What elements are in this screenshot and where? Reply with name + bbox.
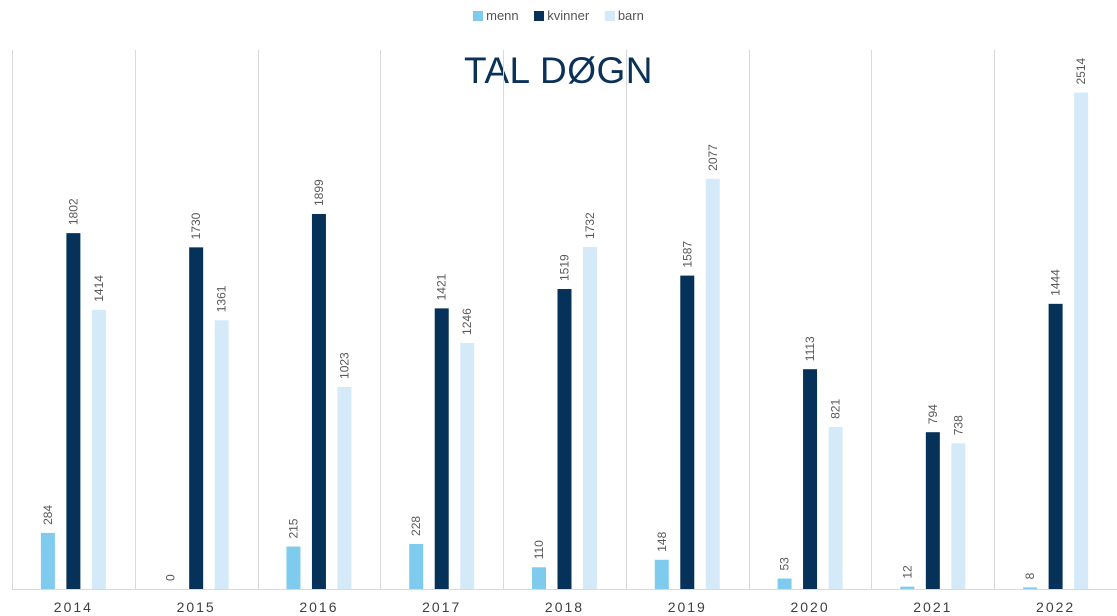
bar-kvinner-2020 [803,369,818,589]
bar-menn-2018 [532,567,546,589]
data-label-barn-2022: 2514 [1074,58,1088,85]
bar-barn-2016 [337,386,352,589]
bar-barn-2018 [583,246,597,589]
x-tick-label-2016: 2016 [299,599,338,615]
x-tick-label-2015: 2015 [177,599,216,615]
data-label-menn-2019: 148 [655,531,669,551]
x-tick-label-2019: 2019 [668,599,707,615]
bar-kvinner-2015 [189,247,204,589]
data-label-kvinner-2017: 1421 [435,273,449,300]
data-label-kvinner-2019: 1587 [680,241,694,268]
bar-menn-2022 [1023,587,1038,589]
bar-barn-2014 [91,309,106,589]
data-label-kvinner-2016: 1899 [312,179,326,206]
bar-menn-2017 [409,543,424,589]
bar-barn-2015 [214,320,229,589]
data-label-kvinner-2020: 1113 [803,336,817,361]
data-label-kvinner-2015: 1730 [189,212,203,239]
legend-label-barn: barn [617,8,644,23]
bar-barn-2019 [705,178,720,590]
chart-title: TAL DØGN [463,50,654,91]
legend-label-menn: menn [486,8,519,23]
data-label-barn-2017: 1246 [460,308,474,335]
x-tick-label-2020: 2020 [790,599,829,615]
data-label-barn-2020: 821 [829,399,843,419]
data-label-menn-2020: 53 [778,557,792,571]
bar-menn-2016 [286,546,301,589]
data-label-barn-2014: 1414 [92,275,106,302]
data-label-barn-2016: 1023 [337,352,351,379]
data-label-menn-2021: 12 [900,565,914,579]
bar-barn-2017 [460,342,475,589]
data-label-kvinner-2022: 1444 [1049,269,1063,296]
bar-menn-2020 [777,578,792,589]
bar-kvinner-2017 [434,308,449,589]
data-label-menn-2015: 0 [164,574,178,581]
bar-barn-2021 [951,443,966,589]
data-label-kvinner-2021: 794 [926,404,940,424]
bar-menn-2014 [40,532,55,589]
bar-kvinner-2016 [311,213,326,589]
data-label-barn-2018: 1732 [583,212,597,239]
data-label-menn-2018: 110 [532,540,546,559]
legend-item-menn: menn [473,8,519,23]
bar-barn-2020 [828,426,843,589]
legend-item-kvinner: kvinner [534,8,589,23]
data-label-barn-2015: 1361 [215,285,229,312]
data-label-menn-2022: 8 [1023,572,1037,579]
legend-item-barn: barn [604,8,644,23]
data-label-kvinner-2018: 1519 [558,254,572,281]
bar-kvinner-2022 [1048,303,1063,589]
legend-swatch-barn [604,11,615,21]
bar-kvinner-2014 [66,233,81,590]
data-label-barn-2019: 2077 [706,144,720,171]
x-tick-label-2014: 2014 [54,599,93,615]
legend-swatch-menn [473,11,484,21]
bar-menn-2019 [654,559,669,589]
bar-kvinner-2018 [557,289,572,589]
bar-kvinner-2021 [925,432,940,589]
legend-swatch-kvinner [534,11,545,21]
legend-label-kvinner: kvinner [547,8,590,23]
data-label-menn-2014: 284 [41,505,55,525]
data-label-barn-2021: 738 [951,415,965,435]
x-tick-label-2018: 2018 [545,599,584,615]
data-label-menn-2017: 228 [409,516,423,536]
x-tick-label-2021: 2021 [913,599,952,615]
data-label-kvinner-2014: 1802 [66,198,80,225]
x-tick-label-2017: 2017 [422,599,461,615]
bar-barn-2022 [1074,92,1089,589]
bar-kvinner-2019 [680,275,695,589]
chart-legend: menn kvinner barn [0,8,1117,23]
data-label-menn-2016: 215 [286,518,300,538]
x-tick-label-2022: 2022 [1036,599,1075,615]
bar-menn-2021 [900,586,915,589]
